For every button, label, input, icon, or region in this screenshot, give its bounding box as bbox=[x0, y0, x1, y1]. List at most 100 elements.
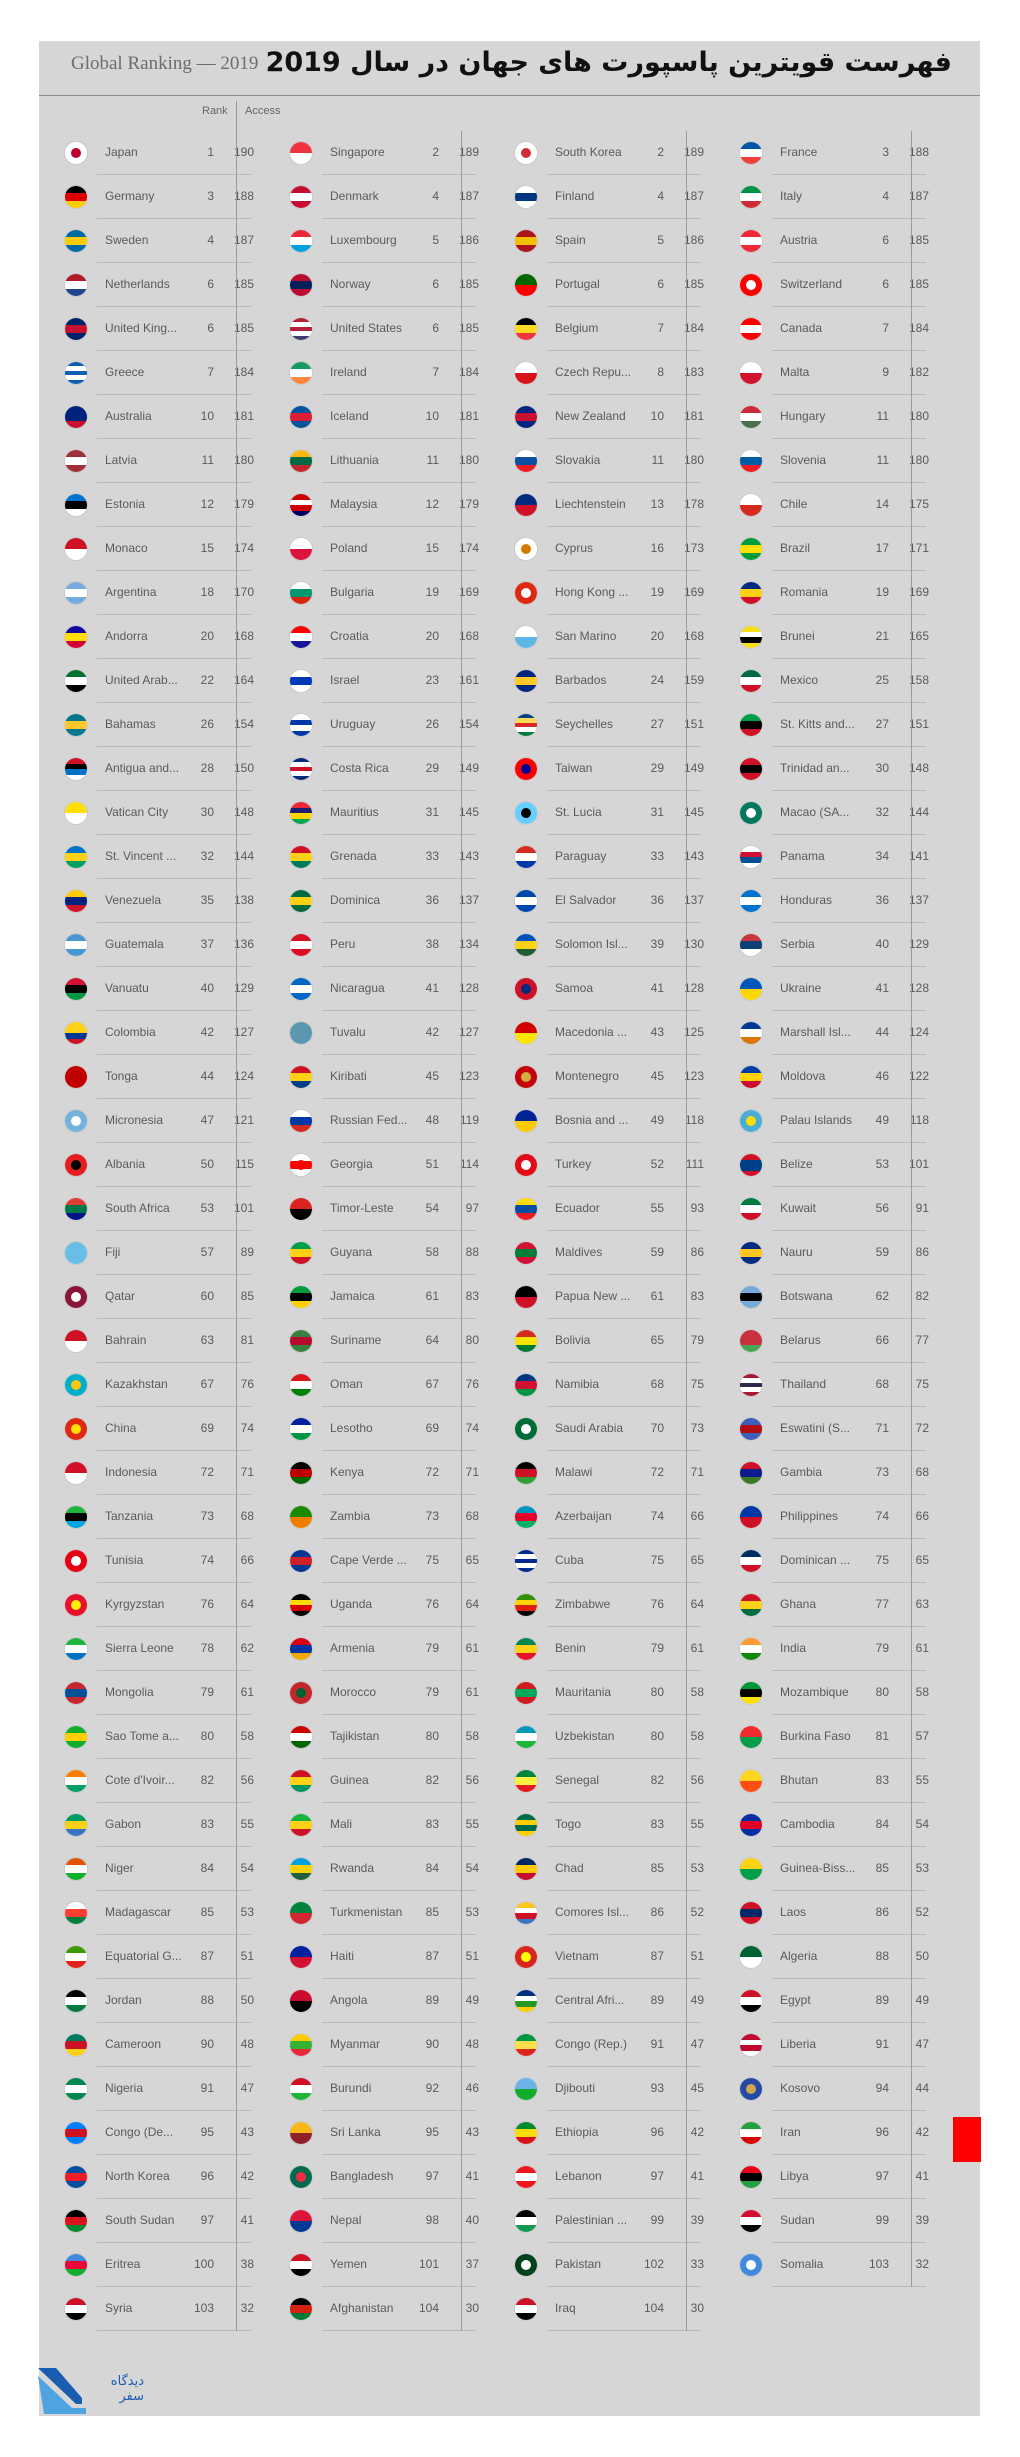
country-rank: 83 bbox=[875, 1773, 889, 1787]
flag-armenia-icon bbox=[290, 1638, 312, 1660]
flag-sierra-leone-icon bbox=[65, 1638, 87, 1660]
list-item: Mozambique 80 58 bbox=[714, 1671, 929, 1715]
country-name: Mauritius bbox=[330, 805, 379, 819]
list-item: Bolivia 65 79 bbox=[489, 1319, 704, 1363]
flag-burkina-faso-icon bbox=[740, 1726, 762, 1748]
country-rank: 79 bbox=[425, 1641, 439, 1655]
country-name: Yemen bbox=[330, 2257, 367, 2271]
list-item: Cambodia 84 54 bbox=[714, 1803, 929, 1847]
country-name: Croatia bbox=[330, 629, 369, 643]
country-name: Cote d'Ivoir... bbox=[105, 1773, 175, 1787]
country-name: Burundi bbox=[330, 2081, 372, 2095]
list-item: Senegal 82 56 bbox=[489, 1759, 704, 1803]
country-name: Myanmar bbox=[330, 2037, 381, 2051]
list-item: United States 6 185 bbox=[264, 307, 479, 351]
country-access: 169 bbox=[458, 585, 479, 599]
country-name: Lithuania bbox=[330, 453, 379, 467]
list-item: Liechtenstein 13 178 bbox=[489, 483, 704, 527]
country-name: Azerbaijan bbox=[555, 1509, 612, 1523]
list-item: Iran 96 42 bbox=[714, 2111, 929, 2155]
country-access: 180 bbox=[683, 453, 704, 467]
country-access: 180 bbox=[908, 453, 929, 467]
country-access: 61 bbox=[465, 1685, 479, 1699]
flag-belgium-icon bbox=[515, 318, 537, 340]
country-rank: 43 bbox=[650, 1025, 664, 1039]
country-name: Iraq bbox=[555, 2301, 576, 2315]
country-name: Bahrain bbox=[105, 1333, 147, 1347]
list-item: Suriname 64 80 bbox=[264, 1319, 479, 1363]
country-access: 123 bbox=[683, 1069, 704, 1083]
country-name: Turkey bbox=[555, 1157, 592, 1171]
list-item: Canada 7 184 bbox=[714, 307, 929, 351]
list-item: Slovakia 11 180 bbox=[489, 439, 704, 483]
country-access: 39 bbox=[690, 2213, 704, 2227]
list-item: New Zealand 10 181 bbox=[489, 395, 704, 439]
country-rank: 53 bbox=[200, 1201, 214, 1215]
country-access: 86 bbox=[915, 1245, 929, 1259]
country-name: Czech Repu... bbox=[555, 365, 632, 379]
list-item: Iraq 104 30 bbox=[489, 2287, 704, 2331]
country-rank: 97 bbox=[875, 2169, 889, 2183]
country-name: Guyana bbox=[330, 1245, 373, 1259]
country-name: Montenegro bbox=[555, 1069, 620, 1083]
flag-singapore-icon bbox=[290, 142, 312, 164]
country-access: 53 bbox=[690, 1861, 704, 1875]
flag-syria-icon bbox=[65, 2298, 87, 2320]
country-name: Cuba bbox=[555, 1553, 584, 1567]
flag-grenada-icon bbox=[290, 846, 312, 868]
list-item: Oman 67 76 bbox=[264, 1363, 479, 1407]
country-access: 54 bbox=[915, 1817, 929, 1831]
country-rank: 76 bbox=[425, 1597, 439, 1611]
list-item: Vietnam 87 51 bbox=[489, 1935, 704, 1979]
column-divider bbox=[236, 101, 237, 2331]
country-rank: 59 bbox=[875, 1245, 889, 1259]
country-rank: 6 bbox=[207, 277, 214, 291]
country-rank: 95 bbox=[425, 2125, 439, 2139]
country-rank: 40 bbox=[875, 937, 889, 951]
flag-liberia-icon bbox=[740, 2034, 762, 2056]
country-rank: 10 bbox=[650, 409, 664, 423]
list-item: Moldova 46 122 bbox=[714, 1055, 929, 1099]
country-access: 58 bbox=[240, 1729, 254, 1743]
list-item: Spain 5 186 bbox=[489, 219, 704, 263]
country-name: Kyrgyzstan bbox=[105, 1597, 165, 1611]
country-access: 56 bbox=[240, 1773, 254, 1787]
country-name: Monaco bbox=[105, 541, 148, 555]
list-item: Mongolia 79 61 bbox=[39, 1671, 254, 1715]
list-item: Mauritius 31 145 bbox=[264, 791, 479, 835]
country-rank: 39 bbox=[650, 937, 664, 951]
country-name: Jamaica bbox=[330, 1289, 375, 1303]
country-rank: 90 bbox=[425, 2037, 439, 2051]
country-access: 180 bbox=[233, 453, 254, 467]
list-item: Kuwait 56 91 bbox=[714, 1187, 929, 1231]
country-name: Mozambique bbox=[780, 1685, 849, 1699]
country-rank: 76 bbox=[650, 1597, 664, 1611]
list-item: Tajikistan 80 58 bbox=[264, 1715, 479, 1759]
list-item: Norway 6 185 bbox=[264, 263, 479, 307]
country-rank: 30 bbox=[875, 761, 889, 775]
list-item: Thailand 68 75 bbox=[714, 1363, 929, 1407]
country-rank: 6 bbox=[882, 277, 889, 291]
country-rank: 82 bbox=[650, 1773, 664, 1787]
list-item: Cyprus 16 173 bbox=[489, 527, 704, 571]
flag-honduras-icon bbox=[740, 890, 762, 912]
country-name: El Salvador bbox=[555, 893, 617, 907]
country-rank: 21 bbox=[875, 629, 889, 643]
country-access: 30 bbox=[690, 2301, 704, 2315]
country-rank: 53 bbox=[875, 1157, 889, 1171]
country-name: Indonesia bbox=[105, 1465, 158, 1479]
country-name: Central Afri... bbox=[555, 1993, 625, 2007]
list-item: Trinidad an... 30 148 bbox=[714, 747, 929, 791]
country-name: Georgia bbox=[330, 1157, 373, 1171]
list-item: Taiwan 29 149 bbox=[489, 747, 704, 791]
country-name: North Korea bbox=[105, 2169, 170, 2183]
country-name: Mauritania bbox=[555, 1685, 612, 1699]
country-name: Belarus bbox=[780, 1333, 821, 1347]
country-name: Guatemala bbox=[105, 937, 164, 951]
country-name: San Marino bbox=[555, 629, 617, 643]
list-item: Chile 14 175 bbox=[714, 483, 929, 527]
country-access: 33 bbox=[690, 2257, 704, 2271]
country-name: Iran bbox=[780, 2125, 801, 2139]
country-name: Syria bbox=[105, 2301, 133, 2315]
country-rank: 73 bbox=[200, 1509, 214, 1523]
